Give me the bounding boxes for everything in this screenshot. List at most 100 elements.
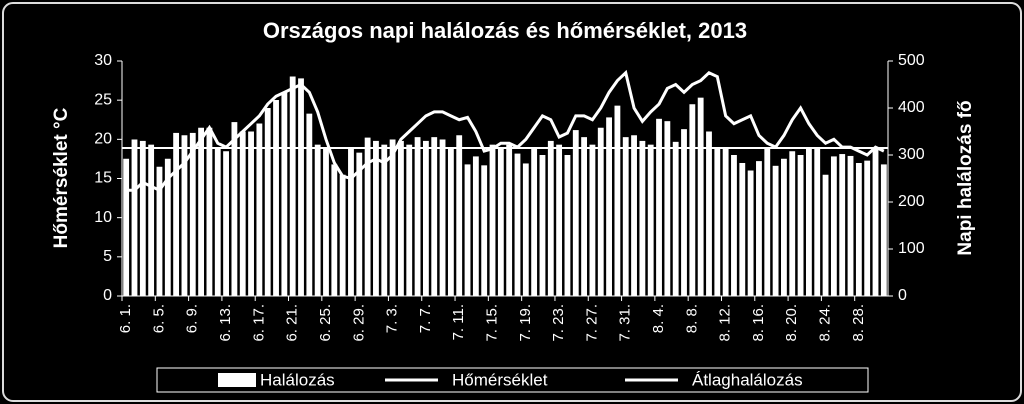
x-tick-label: 6. 17.: [250, 304, 267, 342]
y-tick-label: 10: [94, 209, 112, 226]
bar: [214, 147, 221, 296]
bar: [547, 140, 554, 296]
bar: [447, 148, 454, 296]
x-tick-label: 8. 12.: [717, 304, 734, 342]
bar: [123, 158, 130, 296]
bar: [714, 148, 721, 296]
y-tick-label: 5: [103, 248, 112, 265]
y-tick-label: 0: [103, 287, 112, 304]
bar: [198, 127, 205, 297]
bar: [656, 118, 662, 296]
bar: [431, 137, 438, 296]
y-axis-title: Hőmérséklet °C: [51, 107, 72, 248]
bar: [597, 127, 604, 297]
bar: [164, 158, 171, 296]
bar: [348, 148, 354, 296]
bar: [264, 108, 271, 296]
bar: [206, 127, 213, 297]
bar: [464, 164, 471, 296]
x-tick-label: 8. 24.: [817, 304, 834, 342]
legend-label: Hőmérséklet: [452, 370, 548, 389]
bar: [839, 154, 846, 296]
x-tick-label: 7. 19.: [517, 304, 534, 342]
bar: [406, 144, 413, 296]
y-tick-label: 25: [94, 91, 112, 108]
bar: [398, 140, 404, 296]
legend-label: Halálozás: [260, 370, 335, 389]
bar: [864, 160, 871, 296]
bar: [456, 135, 463, 296]
bar: [298, 78, 304, 296]
bar: [148, 144, 155, 296]
bar: [772, 165, 779, 296]
bar: [139, 140, 146, 296]
x-tick-label: 7. 7.: [417, 304, 434, 333]
bar: [631, 135, 637, 296]
bar: [706, 131, 712, 296]
legend-label: Átlaghalálozás: [692, 370, 803, 389]
bar: [556, 144, 563, 296]
x-tick-label: 6. 25.: [317, 304, 334, 342]
bar: [731, 155, 737, 296]
bar: [339, 174, 346, 296]
bar: [822, 174, 829, 296]
bar: [489, 144, 496, 296]
x-tick-label: 7. 31.: [617, 304, 634, 342]
bar: [689, 104, 696, 297]
y2-tick-label: 100: [898, 240, 925, 257]
y2-tick-label: 200: [898, 193, 925, 210]
bar: [514, 153, 521, 296]
bar: [173, 132, 180, 296]
y2-tick-label: 400: [898, 99, 925, 116]
y2-tick-label: 500: [898, 52, 925, 69]
bar: [356, 152, 363, 296]
bar: [830, 156, 837, 296]
bar: [306, 113, 313, 296]
bar: [381, 144, 388, 296]
bar: [506, 144, 513, 296]
bar: [531, 148, 538, 296]
bar: [747, 170, 754, 296]
y-tick-label: 30: [94, 52, 112, 69]
bar: [364, 137, 371, 296]
bar: [273, 100, 279, 296]
bar: [439, 139, 446, 296]
bar: [223, 151, 229, 296]
bar: [231, 122, 238, 296]
legend-swatch: [218, 373, 256, 387]
bar: [239, 131, 246, 296]
bar: [314, 144, 321, 296]
x-tick-label: 7. 11.: [450, 304, 467, 340]
line: [126, 69, 885, 193]
bar: [639, 140, 646, 296]
bar: [814, 148, 821, 296]
bar: [589, 144, 596, 296]
bar: [414, 137, 421, 296]
bar: [323, 148, 329, 296]
bar: [281, 92, 288, 297]
x-tick-label: 8. 20.: [783, 304, 800, 342]
bar: [248, 131, 254, 296]
bar: [722, 148, 729, 296]
bar: [880, 164, 887, 296]
bar: [289, 76, 296, 296]
bar: [672, 141, 679, 296]
x-tick-label: 6. 9.: [184, 304, 201, 333]
y-tick-label: 15: [94, 170, 112, 187]
bar: [422, 140, 429, 296]
x-tick-label: 6. 5.: [150, 304, 167, 333]
bar: [789, 151, 796, 296]
y2-axis-title: Napi halálozás fő: [955, 100, 976, 255]
bar: [697, 97, 704, 296]
y2-tick-label: 0: [898, 287, 907, 304]
bar: [614, 105, 621, 297]
bar: [797, 155, 804, 296]
x-tick-label: 7. 23.: [550, 304, 567, 342]
bar: [805, 148, 812, 296]
bar: [847, 155, 854, 296]
bar: [756, 161, 762, 296]
bar: [622, 137, 629, 296]
bar: [764, 148, 771, 296]
bar: [373, 140, 379, 296]
